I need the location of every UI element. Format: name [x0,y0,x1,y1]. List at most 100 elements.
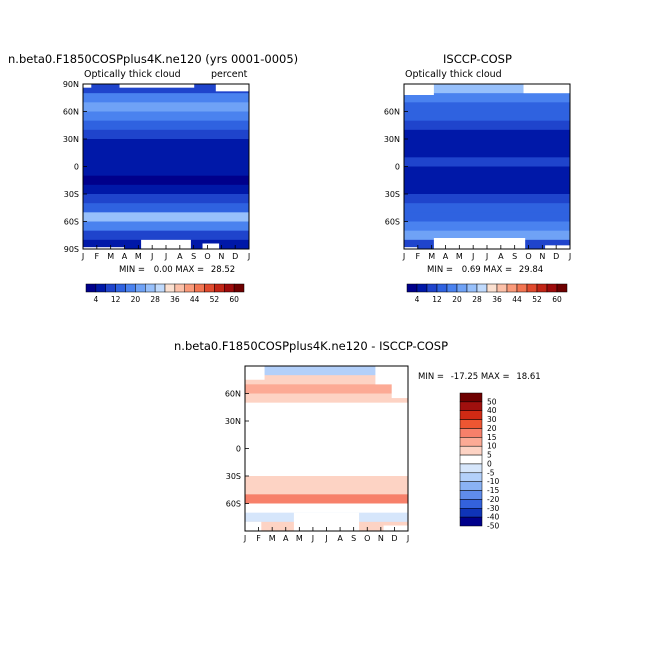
band-lat-75 [245,375,408,385]
band-lat--45 [245,485,408,495]
plot2-title: ISCCP-COSP [443,52,512,66]
x-tick-label: S [512,252,517,261]
plot2-min-value: 0.69 [461,265,481,275]
colorbar-swatch [174,283,185,293]
colorbar-swatch [556,283,568,293]
band-lat-5 [245,439,408,449]
plot2-max-label: MAX = [483,265,513,275]
plot1-min-value: 0.00 [153,265,173,275]
colorbar-swatch [546,283,558,293]
x-tick-label: F [256,534,261,543]
missing-data-region [545,245,570,249]
colorbar-label: 30 [487,415,497,424]
band-lat--55 [245,494,408,504]
band-lat-35 [83,129,249,140]
colorbar-swatch [426,283,438,293]
y-tick-label: 30S [385,190,400,199]
colorbar-swatch [459,392,483,403]
x-tick-label: N [539,252,545,261]
plot1-max-label: MAX = [175,265,205,275]
x-tick-label: J [243,534,246,543]
colorbar-swatch [194,283,205,293]
x-tick-label: N [378,534,384,543]
plot3-max-label: MAX = [480,372,510,382]
colorbar-swatch [416,283,428,293]
x-tick-label: S [351,534,356,543]
colorbar-label: 44 [512,295,522,304]
colorbar-label: -50 [487,522,499,531]
colorbar-label: 60 [229,295,239,304]
plot3-max-value: 18.61 [516,372,541,382]
y-tick-label: 30N [225,417,241,426]
x-tick-label: M [456,252,463,261]
band-lat-85 [404,84,570,94]
x-tick-label: A [498,252,504,261]
plot1-min-label: MIN = [119,265,146,275]
colorbar-label: 52 [210,295,220,304]
y-tick-label: 90S [64,245,79,254]
y-tick-label: 30N [63,135,79,144]
band-lat-35 [404,129,570,140]
x-tick-label: D [391,534,397,543]
plot1-colorbar: 4 12 20 28 36 44 52 60 [85,283,245,304]
colorbar-swatch [459,472,483,482]
colorbar-swatch [154,283,166,293]
plot1-left-label: Optically thick cloud [84,69,181,80]
colorbar-swatch [459,401,483,411]
colorbar-swatch [184,283,195,293]
x-tick-label: J [81,252,84,261]
colorbar-swatch [526,283,538,293]
band-lat-75 [404,93,570,103]
band-lat--35 [404,194,570,204]
band-lat--75 [404,230,570,241]
band-lat--35 [245,476,408,486]
x-tick-label: J [311,534,314,543]
missing-data-region [293,512,360,531]
band-lat--45 [404,203,570,213]
colorbar-swatch [125,283,136,293]
colorbar-swatch [459,419,483,429]
band-lat--25 [245,466,408,477]
colorbar-swatch [536,283,548,293]
band-lat--15 [83,175,249,186]
colorbar-swatch [95,283,106,293]
x-tick-label: O [364,534,370,543]
band-lat-5 [404,157,570,167]
colorbar-label: 40 [487,406,497,415]
colorbar-swatch [459,445,483,456]
x-tick-label: A [177,252,183,261]
colorbar-swatch [85,283,97,293]
y-tick-label: 0 [74,163,79,172]
plot1-stats: MIN = 0.00 MAX = 28.52 [119,265,235,275]
colorbar-label: 28 [150,295,160,304]
band-lat--5 [404,166,570,177]
colorbar-swatch [459,481,483,491]
y-tick-label: 60N [63,108,79,117]
y-tick-label: 60S [385,218,400,227]
y-tick-label: 60S [64,218,79,227]
colorbar-label: 4 [415,295,420,304]
plot2-max-value: 29.84 [518,265,544,275]
colorbar-label: 0 [487,459,492,468]
colorbar-swatch [436,283,448,293]
colorbar-label: 50 [487,397,497,406]
x-tick-label: F [416,252,421,261]
x-tick-label: D [232,252,238,261]
band-lat--65 [83,221,249,232]
y-tick-label: 0 [236,445,241,454]
y-tick-label: 60N [384,108,400,117]
colorbar-swatch [459,410,483,420]
band-lat--25 [404,184,570,195]
colorbar-label: 20 [487,424,497,433]
colorbar-label: -15 [487,486,499,495]
colorbar-swatch [476,283,488,293]
colorbar-swatch [459,499,483,509]
missing-data-region [404,84,434,95]
colorbar-label: 28 [472,295,482,304]
band-lat-55 [404,111,570,122]
band-lat-15 [245,430,408,440]
x-tick-label: D [553,252,559,261]
